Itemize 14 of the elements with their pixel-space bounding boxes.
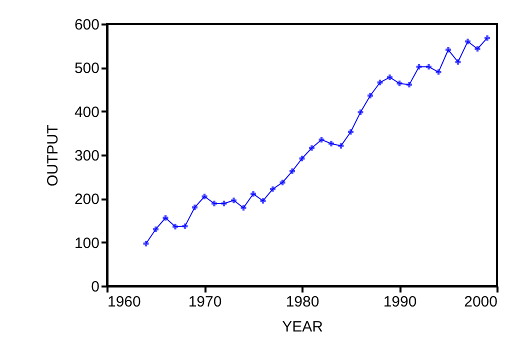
y-tick-label: 500 — [74, 60, 100, 78]
y-tick-label: 0 — [91, 278, 100, 296]
y-tick-label: 600 — [74, 16, 100, 34]
y-tick-label: 100 — [74, 234, 100, 252]
y-tick-label: 400 — [74, 104, 100, 121]
x-tick-label: 1960 — [108, 294, 141, 310]
x-tick-label: 2000 — [464, 294, 498, 310]
y-axis-title: OUTPUT — [44, 124, 62, 186]
x-axis-title: YEAR — [282, 318, 324, 336]
y-tick-label: 300 — [74, 148, 100, 164]
y-tick-label: 200 — [74, 191, 100, 208]
x-tick-label: 1980 — [286, 294, 320, 310]
x-tick-label: 1970 — [188, 294, 222, 310]
x-tick-label: 1990 — [383, 294, 417, 310]
